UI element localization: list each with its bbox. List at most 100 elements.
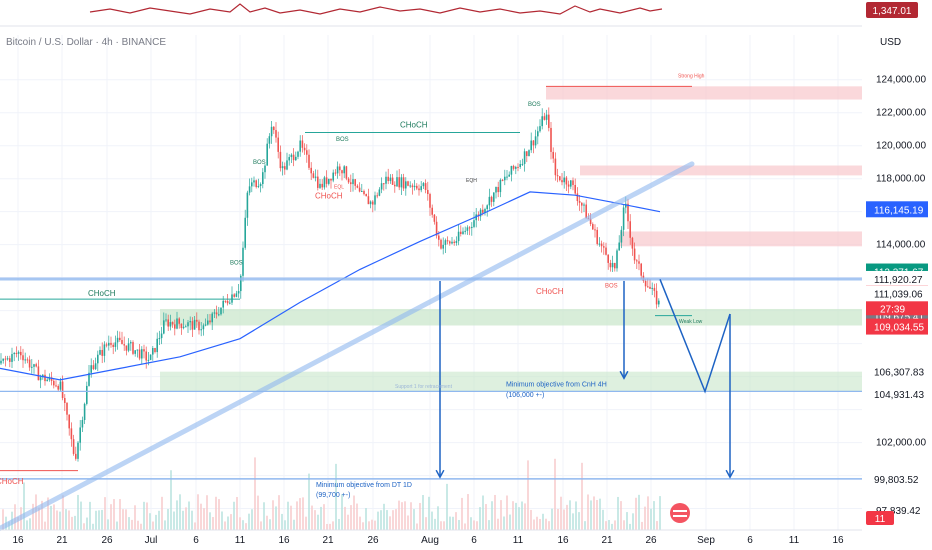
candle-body bbox=[484, 209, 486, 213]
candle-body bbox=[240, 275, 242, 292]
volume-bar bbox=[59, 511, 61, 530]
volume-bar bbox=[122, 509, 124, 530]
price-label-badge bbox=[866, 318, 928, 335]
candle-body bbox=[218, 314, 220, 316]
volume-bar bbox=[530, 509, 532, 530]
volume-bar bbox=[275, 506, 277, 530]
candle-body bbox=[435, 221, 438, 236]
volume-bar bbox=[377, 511, 379, 530]
candle-body bbox=[407, 181, 409, 186]
volume-bar bbox=[476, 521, 478, 530]
volume-bar bbox=[461, 497, 463, 530]
candle-body bbox=[50, 377, 53, 381]
x-tick-label: 6 bbox=[193, 535, 199, 546]
candle-body bbox=[123, 344, 125, 346]
strong-high-label: Strong High bbox=[678, 73, 705, 79]
candle-body bbox=[537, 131, 539, 137]
volume-bar bbox=[224, 521, 226, 530]
candle-body bbox=[325, 177, 328, 184]
candle-body bbox=[347, 178, 350, 183]
candle-body bbox=[420, 186, 422, 191]
time-axis[interactable]: 16 21 26 Jul 6 11 16 21 26 Aug 6 11 16 21 26 Sep 6 11 16 bbox=[0, 529, 862, 546]
currency-label[interactable]: USD bbox=[880, 37, 901, 48]
volume-bar bbox=[620, 501, 622, 530]
eqh-label: EQH bbox=[466, 178, 477, 184]
volume-bar bbox=[251, 509, 253, 530]
candle-body bbox=[226, 300, 229, 304]
candle-body bbox=[600, 243, 603, 247]
candle-body bbox=[444, 240, 447, 245]
candle-body bbox=[224, 300, 227, 302]
candle-body bbox=[616, 250, 618, 269]
candle-body bbox=[618, 242, 620, 251]
volume-bar bbox=[101, 509, 103, 530]
candle-body bbox=[567, 184, 570, 187]
candle-body bbox=[270, 126, 273, 137]
candle-body bbox=[391, 177, 394, 185]
volume-bar bbox=[554, 458, 556, 530]
volume-bar bbox=[41, 500, 43, 530]
bos-label-2: BOS bbox=[230, 260, 243, 266]
volume-bar bbox=[242, 520, 244, 530]
volume-bar bbox=[584, 521, 586, 530]
candle-body bbox=[372, 201, 374, 205]
candle-body bbox=[451, 241, 453, 244]
candle-body bbox=[510, 165, 513, 175]
candle-body bbox=[506, 176, 508, 178]
candle-body bbox=[31, 366, 33, 368]
candle-body bbox=[103, 344, 106, 356]
zones bbox=[160, 86, 862, 392]
x-tick-label: 6 bbox=[471, 535, 477, 546]
candle-body bbox=[548, 114, 550, 128]
volume-bar bbox=[335, 463, 337, 530]
supply-zone-top bbox=[546, 86, 862, 100]
candle-body bbox=[545, 114, 548, 120]
candle-body bbox=[556, 175, 559, 177]
x-tick-label: 16 bbox=[12, 535, 24, 546]
price-label-badge bbox=[866, 201, 928, 218]
candle-body bbox=[255, 180, 257, 188]
candle-body bbox=[512, 165, 515, 169]
candle-body bbox=[583, 204, 585, 206]
volume-bar bbox=[263, 502, 265, 530]
price-axis[interactable]: 124,000.00 122,000.00 120,000.00 118,000.00… bbox=[866, 75, 928, 517]
x-tick-label: Sep bbox=[697, 535, 715, 546]
volume-bar bbox=[497, 518, 499, 530]
candle-body bbox=[156, 338, 158, 353]
volume-bar bbox=[215, 496, 217, 530]
volume-bar bbox=[623, 520, 625, 530]
candle-body bbox=[90, 365, 92, 373]
volume-bar bbox=[281, 513, 283, 530]
candle-body bbox=[125, 345, 128, 351]
candle-body bbox=[319, 183, 321, 188]
x-tick-label: 6 bbox=[747, 535, 753, 546]
candle-body bbox=[77, 442, 79, 459]
x-tick-label: 21 bbox=[56, 535, 68, 546]
volume-bar bbox=[560, 496, 562, 530]
choch-label-3: CHoCH bbox=[536, 287, 564, 296]
candle-body bbox=[268, 136, 271, 144]
volume-bar bbox=[254, 457, 256, 530]
volume-bar bbox=[548, 521, 550, 530]
y-tick-label: 118,000.00 bbox=[876, 174, 926, 185]
candle-body bbox=[457, 231, 460, 242]
volume-bar bbox=[308, 473, 310, 530]
candle-body bbox=[37, 366, 40, 381]
indicator-value-badge bbox=[866, 2, 918, 18]
candle-body bbox=[26, 359, 29, 361]
volume-bar bbox=[494, 494, 496, 530]
candle-body bbox=[611, 262, 614, 268]
y-tick-label: 124,000.00 bbox=[876, 75, 926, 86]
candle-body bbox=[264, 165, 266, 173]
volume-bar bbox=[566, 504, 568, 530]
candle-body bbox=[374, 195, 376, 205]
volume-bar bbox=[98, 510, 100, 530]
candle-body bbox=[504, 176, 506, 181]
candle-body bbox=[259, 184, 262, 186]
volume-bar bbox=[350, 505, 352, 530]
volume-bar bbox=[425, 517, 427, 530]
candle-body bbox=[299, 140, 301, 152]
candle-body bbox=[229, 302, 231, 304]
